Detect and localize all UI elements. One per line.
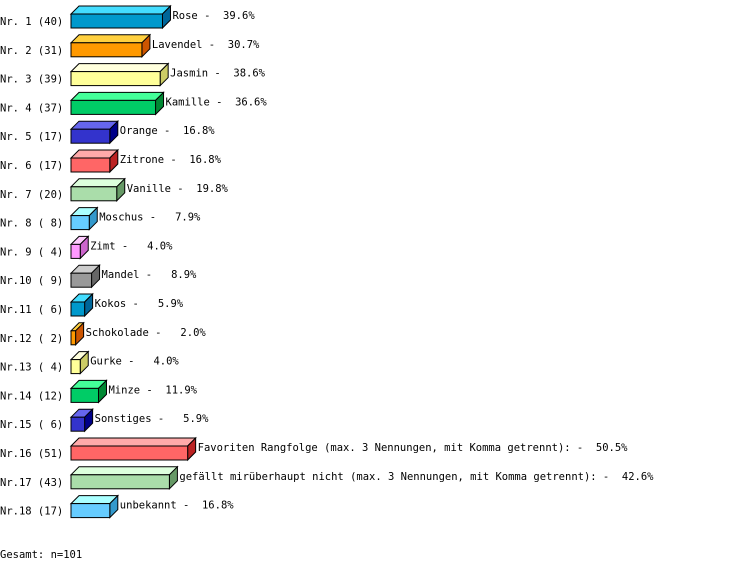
bar bbox=[70, 128, 111, 144]
row-label: Nr. 4 (37) bbox=[0, 102, 63, 114]
bar-row: Nr. 4 (37) Kamille - 36.6% bbox=[0, 91, 268, 116]
bar-row: Nr. 9 ( 4) Zimt - 4.0% bbox=[0, 235, 173, 260]
bar-top bbox=[69, 5, 172, 15]
bar bbox=[70, 71, 161, 87]
bar-value-label: gefällt mirüberhaupt nicht (max. 3 Nennu… bbox=[179, 471, 654, 483]
bar-value-label: Gurke - 4.0% bbox=[90, 356, 179, 368]
bar-row: Nr. 6 (17) Zitrone - 16.8% bbox=[0, 148, 222, 174]
bar bbox=[70, 474, 170, 490]
bar bbox=[70, 42, 143, 58]
bar-value-label: Minze - 11.9% bbox=[108, 384, 197, 396]
bar bbox=[70, 301, 86, 317]
bar bbox=[70, 445, 189, 461]
bar-top bbox=[69, 178, 126, 188]
row-label: Nr. 3 (39) bbox=[0, 74, 63, 86]
row-label: Nr.16 (51) bbox=[0, 448, 63, 460]
bar-row: Nr.13 ( 4) Gurke - 4.0% bbox=[0, 350, 179, 375]
bar bbox=[70, 243, 81, 259]
bar bbox=[70, 330, 77, 346]
bar-top bbox=[69, 91, 165, 101]
bar-value-label: Moschus - 7.9% bbox=[99, 212, 201, 224]
bar-value-label: Mandel - 8.9% bbox=[102, 269, 198, 281]
row-label: Nr.18 (17) bbox=[0, 506, 63, 518]
bar bbox=[70, 13, 163, 29]
row-label: Nr. 1 (40) bbox=[0, 16, 63, 28]
bar-row: Nr. 8 ( 8) Moschus - 7.9% bbox=[0, 206, 201, 231]
row-label: Nr. 5 (17) bbox=[0, 131, 63, 143]
bar-row: Nr.17 (43) gefällt mirüberhaupt nicht (ma… bbox=[0, 465, 654, 491]
row-label: Nr.12 ( 2) bbox=[0, 333, 63, 345]
bar bbox=[70, 272, 93, 288]
bar-row: Nr.15 ( 6) Sonstiges - 5.9% bbox=[0, 407, 209, 433]
bar bbox=[70, 359, 81, 375]
bar-value-label: Zimt - 4.0% bbox=[90, 240, 173, 252]
bar-row: Nr.11 ( 6) Kokos - 5.9% bbox=[0, 292, 184, 318]
bar-value-label: Jasmin - 38.6% bbox=[170, 68, 266, 80]
bar-value-label: Schokolade - 2.0% bbox=[86, 327, 207, 339]
bar-top bbox=[69, 466, 179, 476]
bar-row: Nr. 5 (17) Orange - 16.8% bbox=[0, 119, 216, 145]
bar-row: Nr.10 ( 9) Mandel - 8.9% bbox=[0, 263, 198, 289]
row-label: Nr.17 (43) bbox=[0, 477, 63, 489]
bar bbox=[70, 387, 99, 403]
bar-value-label: Kokos - 5.9% bbox=[95, 298, 184, 310]
bar-row: Nr. 2 (31) Lavendel - 30.7% bbox=[0, 33, 260, 59]
bar-row: Nr. 3 (39) Jasmin - 38.6% bbox=[0, 62, 266, 87]
row-label: Nr. 7 (20) bbox=[0, 189, 63, 201]
bar-value-label: Vanille - 19.8% bbox=[127, 183, 229, 195]
bar bbox=[70, 99, 157, 115]
bar-top bbox=[69, 34, 152, 44]
bar-value-label: Zitrone - 16.8% bbox=[120, 154, 222, 166]
bar-value-label: Sonstiges - 5.9% bbox=[95, 413, 209, 425]
bar-top bbox=[69, 437, 197, 447]
row-label: Nr.14 (12) bbox=[0, 390, 63, 402]
bar-row: Nr.12 ( 2) Schokolade - 2.0% bbox=[0, 321, 207, 347]
bar-row: Nr. 1 (40) Rose - 39.6% bbox=[0, 4, 255, 30]
bar bbox=[70, 215, 90, 231]
bar-value-label: Lavendel - 30.7% bbox=[152, 39, 260, 51]
bar bbox=[70, 186, 118, 202]
row-label: Nr. 2 (31) bbox=[0, 45, 63, 57]
bar-value-label: Kamille - 36.6% bbox=[166, 96, 268, 108]
bar bbox=[70, 416, 86, 432]
bar bbox=[70, 503, 111, 519]
bar-row: Nr.18 (17) unbekannt - 16.8% bbox=[0, 494, 234, 519]
bar-row: Nr. 7 (20) Vanille - 19.8% bbox=[0, 177, 229, 203]
row-label: Nr. 8 ( 8) bbox=[0, 218, 63, 230]
footer-total: Gesamt: n=101 bbox=[0, 549, 82, 561]
bar-value-label: Rose - 39.6% bbox=[172, 10, 255, 22]
row-label: Nr.11 ( 6) bbox=[0, 304, 63, 316]
row-label: Nr.13 ( 4) bbox=[0, 362, 63, 374]
bar-value-label: unbekannt - 16.8% bbox=[120, 500, 234, 512]
bar-row: Nr.16 (51) Favoriten Rangfolge (max. 3 Ne… bbox=[0, 436, 629, 462]
bar bbox=[70, 157, 111, 173]
row-label: Nr.10 ( 9) bbox=[0, 275, 63, 287]
bar-top bbox=[69, 63, 170, 73]
row-label: Nr. 6 (17) bbox=[0, 160, 63, 172]
bar-value-label: Orange - 16.8% bbox=[120, 125, 216, 137]
row-label: Nr.15 ( 6) bbox=[0, 419, 63, 431]
bar-row: Nr.14 (12) Minze - 11.9% bbox=[0, 379, 198, 404]
bar-value-label: Favoriten Rangfolge (max. 3 Nennungen, m… bbox=[198, 442, 629, 454]
row-label: Nr. 9 ( 4) bbox=[0, 246, 63, 258]
